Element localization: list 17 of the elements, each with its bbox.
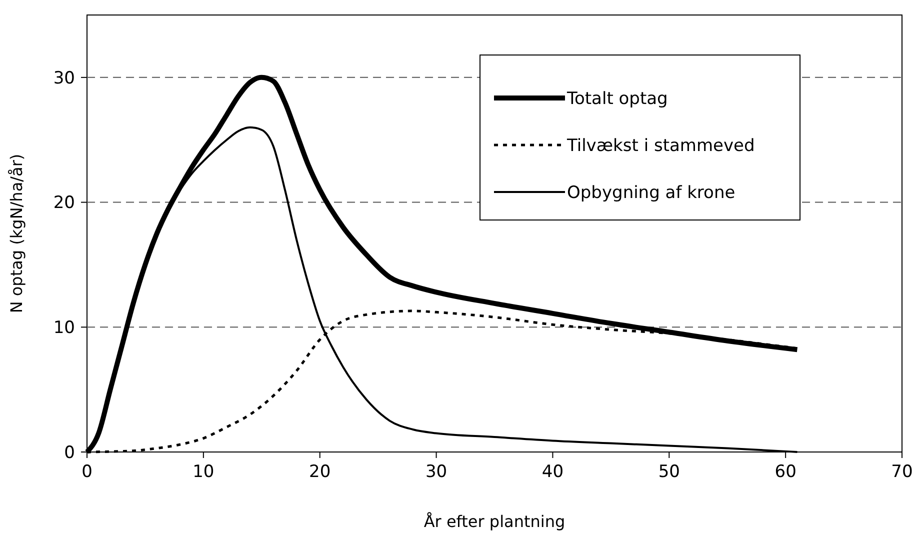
legend-label: Tilvækst i stammeved	[566, 136, 755, 156]
legend-label: Opbygning af krone	[567, 182, 736, 203]
x-tick-label: 0	[82, 462, 92, 482]
x-tick-label: 10	[192, 462, 214, 482]
y-tick-label: 30	[53, 68, 75, 88]
y-tick-label: 0	[64, 442, 75, 463]
x-tick-label: 50	[658, 462, 680, 482]
y-tick-label: 20	[53, 193, 75, 214]
x-tick-label: 20	[309, 462, 331, 482]
y-tick-label: 10	[53, 318, 75, 338]
x-tick-label: 40	[542, 462, 564, 482]
x-tick-label: 70	[891, 462, 912, 482]
legend-label: Totalt optag	[566, 88, 668, 109]
x-tick-label: 30	[425, 462, 448, 482]
x-tick-label: 60	[774, 462, 796, 482]
y-axis-title: N optag (kgN/ha/år)	[7, 154, 26, 314]
x-axis-title: År efter plantning	[424, 512, 566, 531]
